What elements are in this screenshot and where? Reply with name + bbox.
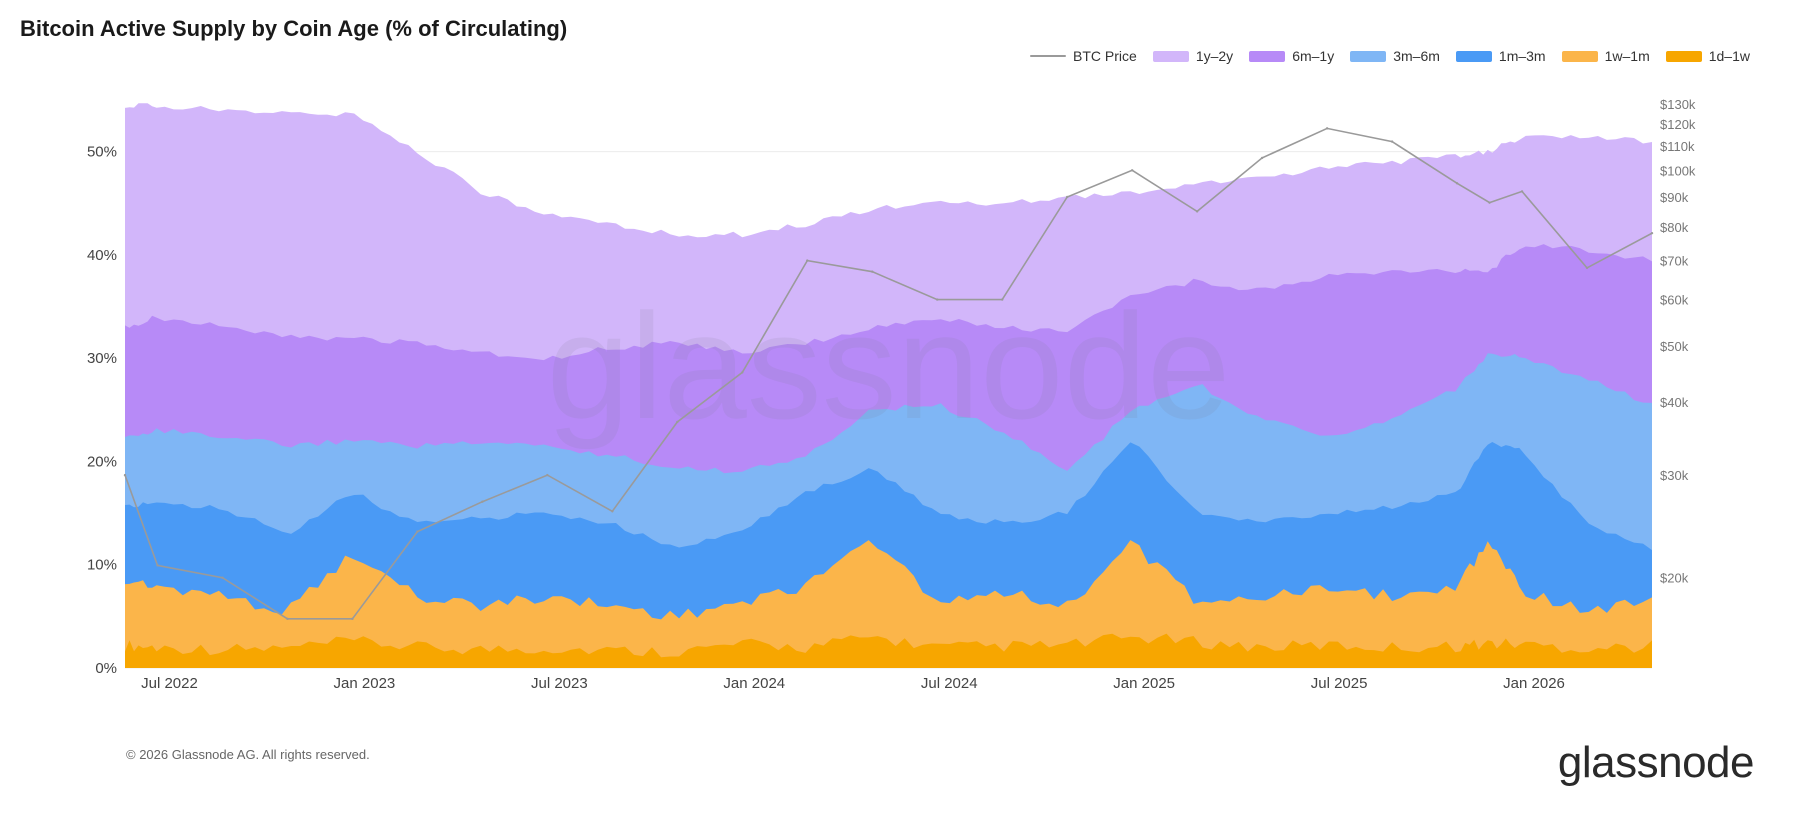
x-tick-label: Jan 2023: [334, 675, 396, 692]
y2-tick-label: $100k: [1660, 163, 1696, 178]
btc-price-point: [123, 473, 127, 477]
legend-swatch: [1249, 50, 1286, 62]
btc-price-point: [936, 298, 939, 301]
area-1w-1m: [125, 540, 1652, 668]
y2-tick-label: $130k: [1660, 97, 1696, 112]
y2-tick-label: $70k: [1660, 254, 1689, 269]
btc-price-point: [1455, 182, 1459, 185]
btc-price-point: [1065, 195, 1069, 199]
x-tick-label: Jul 2025: [1311, 675, 1368, 692]
chart-title: Bitcoin Active Supply by Coin Age (% of …: [20, 16, 568, 41]
y2-tick-label: $50k: [1660, 339, 1689, 354]
legend-label: 1w–1m: [1604, 48, 1650, 64]
y-tick-label: 50%: [87, 144, 117, 161]
legend-label: 1y–2y: [1195, 48, 1234, 64]
legend-label: BTC Price: [1073, 48, 1137, 64]
watermark: glassnode: [547, 282, 1231, 450]
btc-price-point: [221, 576, 224, 579]
legend-item-btc-price[interactable]: BTC Price: [1030, 48, 1137, 64]
x-tick-label: Jan 2024: [723, 675, 785, 692]
legend-swatch: [1561, 50, 1598, 62]
y2-tick-label: $80k: [1660, 220, 1689, 235]
btc-price-point: [741, 371, 744, 374]
btc-price-line: [124, 127, 1653, 620]
btc-price-point: [1650, 231, 1654, 235]
y2-tick-label: $120k: [1660, 117, 1696, 132]
btc-price-point: [286, 617, 289, 621]
legend-label: 6m–1y: [1292, 48, 1335, 64]
legend-item-1w-1m[interactable]: 1w–1m: [1561, 48, 1650, 64]
btc-price-point: [1130, 169, 1134, 172]
legend-item-3m-6m[interactable]: 3m–6m: [1350, 48, 1440, 64]
legend-item-6m-1y[interactable]: 6m–1y: [1249, 48, 1334, 64]
copyright-text: © 2026 Glassnode AG. All rights reserved…: [126, 747, 370, 762]
btc-price-point: [1520, 190, 1524, 193]
btc-price-point: [1260, 156, 1264, 160]
x-tick-label: Jul 2022: [141, 675, 198, 692]
legend-label: 1m–3m: [1498, 48, 1546, 64]
btc-price-point: [546, 473, 549, 477]
btc-price-point: [806, 259, 809, 262]
btc-price-point: [676, 420, 679, 424]
chart-legend: BTC Price 1y–2y 6m–1y 3m–6m 1m–3m 1w–1m …: [1030, 48, 1750, 64]
x-tick-label: Jul 2024: [921, 675, 978, 692]
btc-price-point: [416, 530, 419, 533]
btc-price-point: [1488, 201, 1491, 204]
btc-price-point: [611, 510, 614, 513]
legend-label: 1d–1w: [1708, 48, 1750, 64]
y-tick-label: 0%: [95, 660, 117, 677]
x-tick-label: Jan 2026: [1503, 675, 1565, 692]
btc-price-point: [1585, 266, 1589, 270]
y-tick-label: 10%: [87, 557, 117, 574]
btc-price-point: [1195, 210, 1199, 213]
y-tick-label: 20%: [87, 453, 117, 470]
btc-price-point: [1390, 140, 1394, 143]
y2-tick-label: $40k: [1660, 395, 1689, 410]
y2-tick-label: $30k: [1660, 468, 1689, 483]
btc-price-point: [481, 500, 484, 503]
btc-price-point: [156, 564, 159, 567]
btc-price-point: [1001, 298, 1004, 301]
y-tick-label: 40%: [87, 247, 117, 264]
legend-item-1m-3m[interactable]: 1m–3m: [1455, 48, 1546, 64]
y2-tick-label: $110k: [1660, 139, 1695, 154]
brand-logo: glassnode: [1557, 738, 1755, 787]
y-tick-label: 30%: [87, 350, 117, 367]
y2-tick-label: $90k: [1660, 190, 1689, 205]
legend-swatch: [1350, 50, 1387, 62]
legend-item-1y-2y[interactable]: 1y–2y: [1152, 48, 1234, 64]
y2-tick-label: $60k: [1660, 293, 1689, 308]
legend-swatch: [1455, 50, 1492, 62]
legend-swatch: [1030, 55, 1067, 57]
legend-swatch: [1152, 50, 1189, 62]
btc-price-point: [351, 617, 354, 621]
btc-price-point: [1325, 127, 1329, 130]
legend-item-1d-1w[interactable]: 1d–1w: [1665, 48, 1750, 64]
x-tick-label: Jul 2023: [531, 675, 588, 692]
area-1d-1w: [125, 633, 1652, 668]
legend-label: 3m–6m: [1393, 48, 1440, 64]
btc-price-point: [871, 270, 874, 273]
y2-tick-label: $20k: [1660, 571, 1689, 586]
x-tick-label: Jan 2025: [1113, 675, 1175, 692]
legend-swatch: [1665, 50, 1702, 62]
